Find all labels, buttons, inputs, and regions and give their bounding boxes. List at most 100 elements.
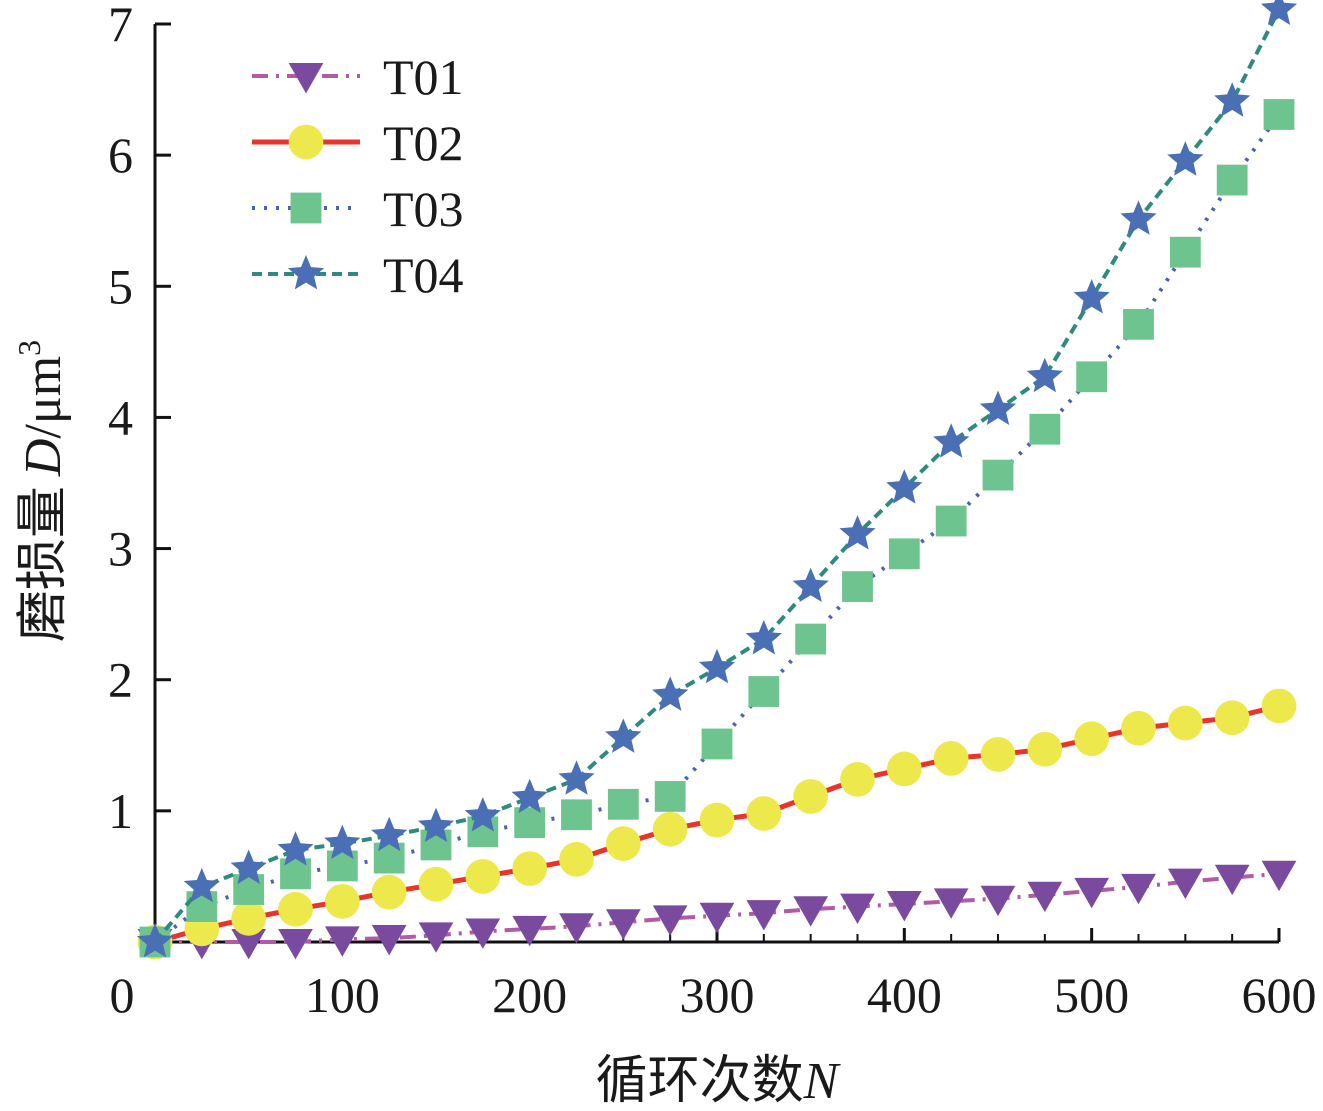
data-point-T02: [1027, 731, 1063, 767]
y-tick-label: 6: [108, 127, 133, 183]
data-point-T03: [701, 728, 733, 760]
data-point-T04: [183, 867, 220, 903]
data-point-T04: [1260, 0, 1298, 25]
data-point-T01: [1074, 877, 1110, 909]
legend-marker: [288, 62, 324, 94]
data-point-T03: [795, 623, 827, 655]
data-point-T04: [417, 807, 455, 842]
data-point-T02: [559, 842, 594, 877]
data-point-T04: [277, 831, 314, 866]
data-point-T02: [980, 737, 1016, 772]
axes: 0 100 200 300 400 500 600 1 2 3 4 5 6 7: [108, 0, 1317, 1023]
data-point-T04: [698, 648, 736, 684]
legend-item-T03: T03: [252, 181, 464, 237]
data-point-T02: [1261, 688, 1297, 724]
data-point-T03: [1076, 361, 1108, 393]
data-point-T04: [511, 778, 548, 814]
data-point-T01: [512, 915, 548, 947]
y-axis-title-symbol: D: [15, 439, 72, 478]
data-point-T03: [1263, 99, 1295, 130]
data-point-T03: [561, 799, 592, 831]
data-point-T03: [1123, 308, 1154, 340]
data-point-T03: [1216, 164, 1248, 196]
data-point-T02: [324, 883, 360, 919]
data-point-T02: [933, 741, 969, 776]
x-axis-title-text: 循环次数: [596, 1053, 804, 1110]
data-point-T03: [654, 781, 686, 812]
data-point-T04: [839, 515, 876, 550]
data-point-T02: [1214, 700, 1250, 736]
data-point-T01: [559, 913, 594, 944]
data-point-T02: [1074, 721, 1110, 757]
data-point-T02: [418, 866, 454, 902]
data-point-T02: [652, 811, 688, 847]
data-point-T01: [605, 909, 641, 940]
data-point-T01: [746, 900, 782, 931]
x-tick-label: 600: [1242, 967, 1317, 1023]
legend-label: T03: [383, 181, 464, 237]
x-axis-title: 循环次数N: [596, 1053, 842, 1110]
y-tick-label: 1: [108, 783, 133, 839]
y-axis-title-unit-exponent: 3: [11, 340, 47, 356]
data-point-T03: [373, 842, 405, 874]
data-point-T02: [512, 851, 548, 886]
series-T04: [136, 0, 1298, 958]
data-point-T02: [605, 826, 641, 862]
data-point-T02: [699, 802, 735, 838]
data-point-T04: [792, 567, 829, 602]
data-point-T03: [607, 788, 639, 820]
legend-item-T04: T04: [252, 247, 464, 303]
data-point-T04: [605, 718, 642, 753]
y-tick-label: 2: [108, 652, 133, 708]
data-point-T02: [886, 751, 922, 787]
y-axis-title-text: 磨损量: [15, 486, 72, 642]
y-tick-label: 5: [108, 258, 133, 314]
legend-label: T01: [383, 49, 464, 105]
y-tick-label: 7: [108, 0, 133, 52]
y-axis-title: 磨损量 D/μm3: [11, 340, 72, 642]
data-point-T01: [278, 928, 313, 960]
data-point-T01: [699, 902, 735, 934]
data-point-T02: [278, 891, 313, 927]
data-point-T02: [231, 901, 267, 936]
legend-marker: [287, 255, 325, 290]
data-point-T03: [748, 676, 780, 707]
series-line-T04: [153, 8, 1281, 944]
data-point-T01: [418, 922, 454, 953]
data-point-T04: [1167, 141, 1204, 176]
data-point-T01: [840, 893, 875, 924]
x-tick-label: 400: [867, 967, 942, 1023]
data-point-T03: [233, 874, 265, 905]
data-point-T01: [1167, 868, 1203, 900]
x-axis-title-symbol: N: [803, 1053, 842, 1110]
data-point-T03: [935, 505, 967, 537]
y-axis-title-unit: /μm: [15, 356, 72, 439]
data-point-T01: [1261, 860, 1297, 892]
data-point-T01: [324, 926, 360, 957]
data-point-T01: [793, 896, 829, 927]
data-point-T04: [324, 824, 361, 859]
data-point-T04: [933, 423, 970, 458]
data-point-T01: [1027, 881, 1063, 913]
legend-marker: [288, 124, 324, 160]
data-point-T01: [980, 885, 1016, 917]
y-tick-label: 4: [108, 389, 133, 445]
legend-marker: [290, 192, 322, 224]
data-point-T03: [842, 571, 873, 603]
data-point-T03: [1029, 413, 1061, 445]
data-point-T03: [280, 858, 311, 890]
data-point-T04: [1120, 200, 1157, 235]
x-tick-label: 0: [110, 967, 135, 1023]
data-point-T04: [1214, 82, 1251, 117]
data-point-T01: [652, 905, 688, 936]
x-tick-label: 300: [680, 967, 755, 1023]
data-point-T02: [1167, 705, 1203, 741]
data-point-T01: [231, 928, 267, 960]
data-point-T04: [979, 390, 1017, 425]
data-point-T04: [886, 469, 923, 504]
data-point-T04: [464, 797, 501, 832]
data-point-T04: [652, 676, 689, 711]
data-point-T01: [886, 890, 922, 922]
data-point-T03: [326, 850, 358, 882]
data-point-T02: [371, 874, 407, 910]
